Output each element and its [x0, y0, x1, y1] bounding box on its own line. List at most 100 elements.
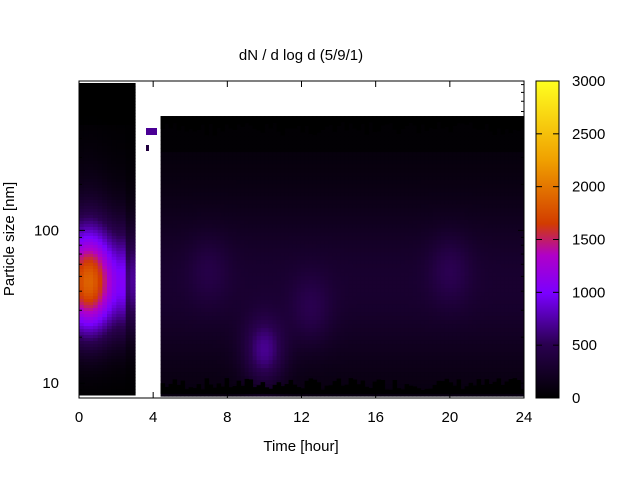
- heat-cell: [102, 125, 108, 129]
- heat-cell: [130, 233, 136, 237]
- heat-cell: [236, 364, 242, 369]
- heat-cell: [83, 116, 89, 120]
- heat-cell: [83, 134, 89, 138]
- heat-cell: [248, 200, 254, 205]
- heat-cell: [83, 257, 89, 261]
- heat-cell: [360, 220, 366, 225]
- heat-cell: [208, 264, 214, 269]
- heat-cell: [97, 125, 103, 129]
- heat-cell: [192, 168, 198, 173]
- heat-cell: [111, 140, 117, 144]
- heat-cell: [364, 340, 370, 345]
- heat-cell: [88, 254, 94, 258]
- heat-cell: [364, 300, 370, 305]
- heat-cell: [79, 368, 85, 372]
- heat-cell: [288, 144, 294, 149]
- heat-cell: [240, 332, 246, 337]
- heat-cell: [164, 260, 170, 265]
- heat-cell: [79, 194, 85, 198]
- heat-cell: [320, 240, 326, 245]
- heat-cell: [340, 356, 346, 361]
- heat-cell: [244, 156, 250, 161]
- heat-cell: [232, 276, 238, 281]
- heat-cell: [212, 344, 218, 349]
- heat-cell: [192, 368, 198, 373]
- heat-cell: [228, 236, 234, 241]
- heat-cell: [102, 170, 108, 174]
- heat-cell: [200, 248, 206, 253]
- heat-cell: [316, 252, 322, 257]
- heat-cell: [372, 208, 378, 213]
- heat-cell: [260, 348, 266, 353]
- heat-cell: [97, 308, 103, 312]
- heat-cell: [107, 281, 113, 285]
- heat-cell: [264, 284, 270, 289]
- heat-cell: [111, 263, 117, 267]
- heat-cell: [252, 324, 258, 329]
- heat-cell: [276, 324, 282, 329]
- heat-cell: [176, 240, 182, 245]
- heat-cell: [308, 244, 314, 249]
- heat-cell: [93, 383, 99, 387]
- heat-cell: [121, 179, 127, 183]
- heat-cell: [168, 256, 174, 261]
- heat-cell: [83, 227, 89, 231]
- heat-cell: [168, 280, 174, 285]
- heat-cell: [184, 252, 190, 257]
- heat-cell: [260, 192, 266, 197]
- heat-cell: [332, 164, 338, 169]
- heat-cell: [264, 368, 270, 373]
- heat-cell: [204, 300, 210, 305]
- heat-cell: [308, 184, 314, 189]
- heat-cell: [192, 240, 198, 245]
- heat-cell: [368, 352, 374, 357]
- heat-cell: [83, 332, 89, 336]
- heat-cell: [125, 302, 131, 306]
- heat-cell: [352, 240, 358, 245]
- heat-cell: [228, 308, 234, 313]
- heat-cell: [352, 288, 358, 293]
- heat-cell: [168, 144, 174, 149]
- heat-cell: [88, 110, 94, 114]
- heat-cell: [300, 280, 306, 285]
- heat-cell: [172, 320, 178, 325]
- heat-cell: [188, 300, 194, 305]
- heat-cell: [188, 208, 194, 213]
- heat-cell: [125, 380, 131, 384]
- heat-cell: [176, 260, 182, 265]
- heat-cell: [107, 362, 113, 366]
- heat-cell: [248, 212, 254, 217]
- heat-cell: [308, 368, 314, 373]
- heat-cell: [130, 212, 136, 216]
- heat-cell: [272, 320, 278, 325]
- heat-cell: [336, 288, 342, 293]
- heat-cell: [196, 308, 202, 313]
- heat-cell: [200, 336, 206, 341]
- heat-cell: [356, 360, 362, 365]
- heat-cell: [300, 252, 306, 257]
- heat-cell: [79, 185, 85, 189]
- heat-cell: [268, 344, 274, 349]
- heat-cell: [83, 203, 89, 207]
- heat-cell: [164, 264, 170, 269]
- heat-cell: [192, 356, 198, 361]
- heat-cell: [116, 134, 122, 138]
- heat-cell: [224, 288, 230, 293]
- heat-cell: [292, 320, 298, 325]
- heat-cell: [244, 356, 250, 361]
- heat-cell: [276, 220, 282, 225]
- heat-cell: [236, 144, 242, 149]
- heat-cell: [125, 347, 131, 351]
- heat-cell: [360, 240, 366, 245]
- heat-cell: [308, 308, 314, 313]
- heat-cell: [116, 269, 122, 273]
- heat-cell: [232, 352, 238, 357]
- heat-cell: [328, 240, 334, 245]
- heat-cell: [228, 336, 234, 341]
- heat-cell: [88, 329, 94, 333]
- heat-cell: [228, 240, 234, 245]
- heat-cell: [176, 256, 182, 261]
- heat-cell: [111, 158, 117, 162]
- heat-cell: [272, 260, 278, 265]
- heat-cell: [264, 244, 270, 249]
